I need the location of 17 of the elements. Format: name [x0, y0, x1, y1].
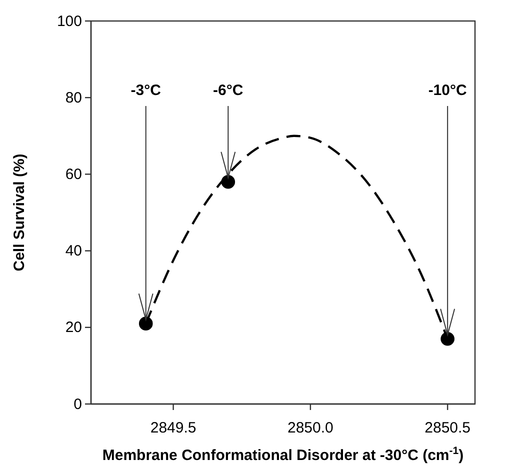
annotation: -3°C [130, 82, 162, 99]
y-tick-label: 40 [65, 242, 82, 260]
x-tick-label: 2850.0 [287, 420, 334, 436]
y-tick-label: 20 [65, 319, 82, 336]
point [440, 332, 454, 346]
y-axis-title: Cell Survival (%) [11, 154, 28, 272]
x-tick-label: 2849.5 [150, 420, 196, 436]
annotation: -6°C [213, 82, 244, 99]
x-axis-title: Membrane Conformational Disorder at -30°C (cm$^{-1}$) [102, 445, 464, 464]
y-tick-label: 80 [65, 89, 82, 106]
point [138, 316, 153, 330]
annotation: -10°C [428, 82, 467, 99]
y-tick-label: 60 [65, 166, 82, 183]
x-tick-label: 2850.5 [424, 420, 471, 436]
y-tick-label: 0 [74, 396, 82, 413]
y-tick-label: 100 [56, 12, 82, 30]
point [221, 174, 236, 189]
